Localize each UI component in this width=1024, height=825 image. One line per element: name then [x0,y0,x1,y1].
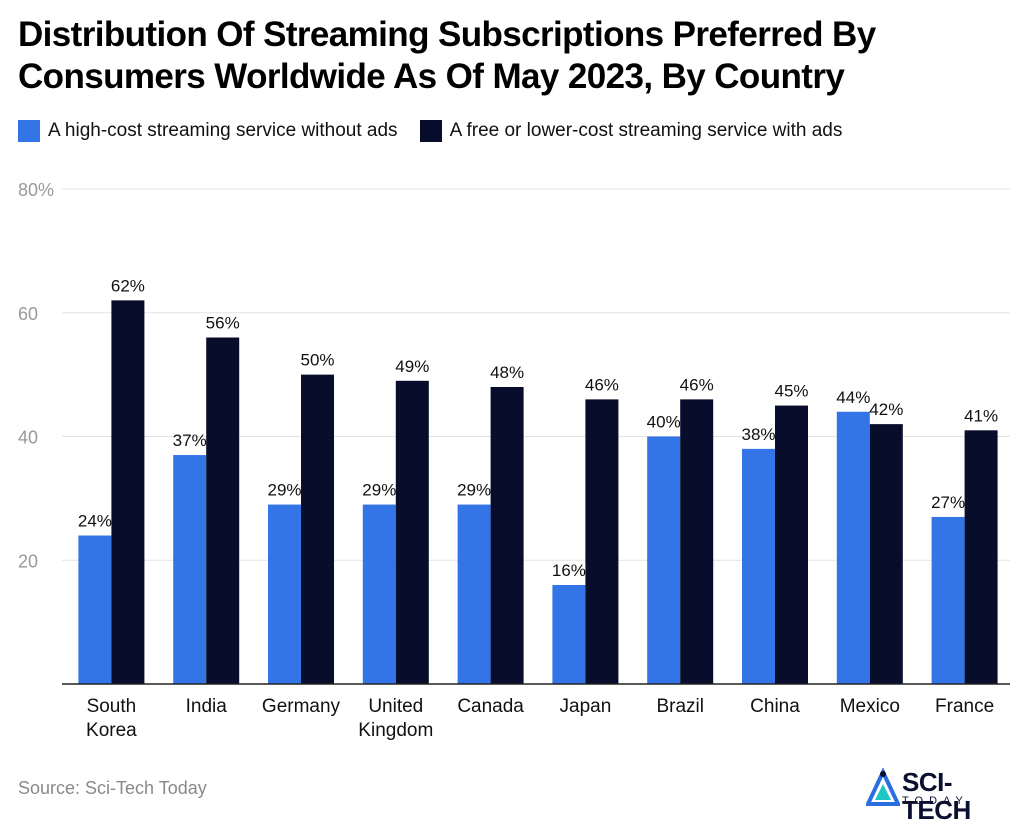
legend-swatch-series-1 [18,120,40,142]
x-tick-label: Mexico [840,696,900,717]
data-label: 37% [173,431,207,450]
data-label: 46% [585,375,619,394]
legend-swatch-series-2 [419,120,442,142]
bar-series-1 [173,455,207,684]
legend: A high-cost streaming service without ad… [18,118,842,144]
data-label: 29% [362,481,396,500]
bar-series-1 [268,504,301,684]
bar-series-1 [836,411,870,684]
legend-item-series-2: A free or lower-cost streaming service w… [419,120,843,142]
data-label: 29% [457,481,491,500]
y-tick-label: 80% [18,180,54,200]
bar-series-1 [647,436,681,684]
legend-label-series-2: A free or lower-cost streaming service w… [449,120,843,141]
data-label: 48% [490,363,524,382]
data-label: 41% [964,406,998,425]
sci-tech-logo: SCI-TECH TODAY [864,767,1016,824]
x-tick-label: China [750,696,800,717]
bar-series-2 [775,405,808,684]
bar-series-1 [78,535,112,684]
data-label: 49% [395,357,429,376]
data-label: 44% [836,388,870,407]
source-note: Source: Sci-Tech Today [18,778,207,798]
data-label: 45% [774,382,808,401]
bar-series-2 [964,430,998,684]
bar-series-2 [301,374,334,684]
bar-series-1 [362,504,396,684]
data-label: 62% [111,276,145,295]
bar-series-1 [742,448,775,684]
data-label: 24% [78,512,112,531]
y-tick-label: 60 [18,304,38,324]
y-tick-label: 20 [18,551,38,571]
bar-series-2 [206,337,240,684]
x-tick-label: Korea [86,720,137,741]
x-tick-label: Japan [560,696,612,717]
data-label: 42% [869,400,903,419]
bar-series-2 [680,399,714,684]
bar-chart: 20 40 60 80% 24% 62% South Korea 37% 56% India 29% 5… [18,180,1010,741]
logo-subtext: TODAY [902,795,969,807]
x-tick-label: Kingdom [358,720,433,741]
data-label: 50% [300,351,334,370]
bar-series-1 [931,516,965,684]
data-label: 16% [552,561,586,580]
data-label: 29% [267,481,301,500]
bar-series-1 [552,585,586,684]
x-tick-label: Germany [262,696,341,717]
data-label: 38% [741,425,775,444]
bar-series-2 [395,380,429,684]
logo-triangle-icon [864,767,902,806]
y-tick-label: 40 [18,428,38,448]
legend-label-series-1: A high-cost streaming service without ad… [48,120,398,141]
x-tick-label: France [935,696,994,717]
bar-series-2 [585,399,619,684]
bar-series-2 [869,424,903,684]
data-label: 27% [931,493,965,512]
data-label: 40% [647,413,681,432]
data-label: 46% [680,375,714,394]
x-tick-label: India [186,696,228,717]
bar-series-1 [457,504,491,684]
x-tick-label: United [368,696,423,717]
bar-series-2 [111,300,145,684]
x-tick-label: South [87,696,137,717]
x-tick-label: Canada [457,696,524,717]
bar-series-2 [490,387,524,684]
legend-item-series-1: A high-cost streaming service without ad… [18,120,398,142]
data-label: 56% [206,314,240,333]
chart-title: Distribution Of Streaming Subscriptions … [18,15,876,96]
x-tick-label: Brazil [656,696,704,717]
